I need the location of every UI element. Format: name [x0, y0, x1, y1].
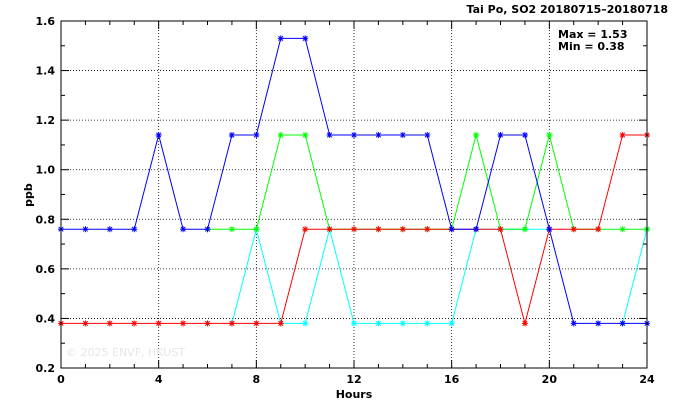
data-point	[326, 132, 333, 139]
data-point	[253, 132, 260, 139]
data-point	[521, 132, 528, 139]
data-point	[375, 320, 382, 327]
data-point	[521, 320, 528, 327]
data-point	[619, 320, 626, 327]
min-stat: Min = 0.38	[558, 40, 625, 53]
data-point	[277, 320, 284, 327]
x-axis-label: Hours	[336, 388, 373, 401]
data-point	[521, 226, 528, 233]
data-point	[473, 226, 480, 233]
y-tick-label: 1.6	[36, 15, 56, 28]
data-point	[82, 320, 89, 327]
data-point	[351, 132, 357, 139]
x-tick-label: 12	[346, 373, 361, 386]
grid-lines	[61, 21, 647, 368]
data-point	[277, 132, 284, 139]
data-point	[399, 132, 406, 139]
series-line	[622, 229, 648, 324]
data-point	[546, 226, 553, 233]
y-tick-label: 1.0	[36, 164, 56, 177]
data-point	[155, 132, 162, 139]
y-tick-label: 0.6	[36, 263, 56, 276]
data-point	[375, 132, 382, 139]
data-point	[180, 320, 187, 327]
data-point	[619, 132, 626, 139]
data-point	[595, 226, 602, 233]
data-point	[228, 320, 235, 327]
series-line	[207, 133, 647, 230]
y-tick-label: 1.4	[36, 65, 56, 78]
data-point	[302, 226, 309, 233]
data-point	[473, 132, 480, 139]
data-point	[424, 226, 431, 233]
series-group	[58, 35, 650, 327]
data-point	[497, 132, 504, 139]
data-point	[497, 226, 504, 233]
data-point	[228, 132, 235, 139]
data-point	[106, 226, 113, 233]
data-point	[277, 35, 284, 42]
data-point	[399, 226, 406, 233]
max-stat: Max = 1.53	[558, 28, 627, 41]
series	[204, 132, 650, 233]
y-tick-label: 1.2	[36, 114, 56, 127]
x-tick-label: 8	[253, 373, 261, 386]
data-point	[448, 320, 455, 327]
data-point	[351, 320, 357, 327]
y-axis-label: ppb	[22, 183, 35, 207]
x-tick-label: 20	[542, 373, 558, 386]
data-point	[204, 320, 211, 327]
data-point	[595, 320, 602, 327]
data-point	[155, 320, 162, 327]
axis-ticks	[60, 20, 648, 369]
x-tick-label: 24	[639, 373, 655, 386]
data-point	[375, 226, 382, 233]
y-tick-label: 0.4	[36, 312, 56, 325]
data-point	[546, 132, 553, 139]
data-point	[619, 226, 626, 233]
data-point	[82, 226, 89, 233]
data-point	[448, 226, 455, 233]
data-point	[351, 226, 357, 233]
x-tick-label: 0	[57, 373, 65, 386]
data-point	[570, 226, 577, 233]
data-point	[302, 132, 309, 139]
data-point	[570, 320, 577, 327]
data-point	[253, 226, 260, 233]
x-tick-label: 16	[444, 373, 460, 386]
data-point	[326, 226, 333, 233]
data-point	[180, 226, 187, 233]
data-point	[302, 320, 309, 327]
data-point	[424, 320, 431, 327]
x-tick-label: 4	[155, 373, 163, 386]
y-tick-label: 0.8	[36, 213, 56, 226]
series	[58, 35, 650, 327]
series-line	[231, 227, 550, 324]
data-point	[131, 320, 138, 327]
data-point	[106, 320, 113, 327]
chart-title: Tai Po, SO2 20180715–20180718	[466, 3, 668, 16]
tick-labels: 0 4 8 12 16 20 24 0.2 0.4 0.6 0.8 1.0 1.2 1.4 1.6	[36, 15, 655, 386]
y-tick-label: 0.2	[36, 362, 56, 375]
data-point	[204, 226, 211, 233]
data-point	[228, 226, 235, 233]
data-point	[302, 35, 309, 42]
data-point	[424, 132, 431, 139]
data-point	[131, 226, 138, 233]
series	[228, 226, 650, 327]
watermark: © 2025 ENVF, HKUST	[66, 346, 185, 359]
data-point	[253, 320, 260, 327]
data-point	[399, 320, 406, 327]
